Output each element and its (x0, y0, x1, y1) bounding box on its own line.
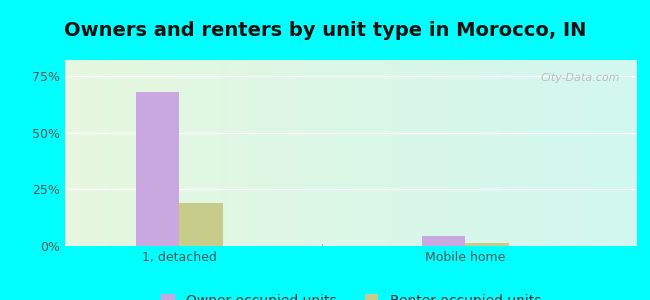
Text: Owners and renters by unit type in Morocco, IN: Owners and renters by unit type in Moroc… (64, 21, 586, 40)
Bar (179, 203, 223, 246)
Bar (136, 92, 179, 246)
Bar (422, 236, 465, 246)
Legend: Owner occupied units, Renter occupied units: Owner occupied units, Renter occupied un… (161, 294, 541, 300)
Bar (465, 243, 509, 246)
Text: City-Data.com: City-Data.com (540, 73, 620, 83)
